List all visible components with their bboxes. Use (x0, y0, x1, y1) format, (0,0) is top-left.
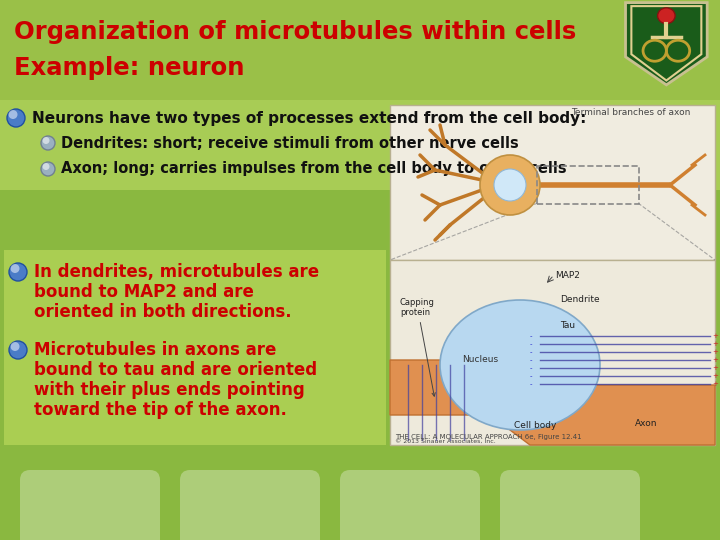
Text: Organization of microtubules within cells: Organization of microtubules within cell… (14, 20, 576, 44)
FancyBboxPatch shape (0, 0, 720, 190)
Polygon shape (626, 3, 707, 85)
FancyBboxPatch shape (4, 250, 386, 445)
Circle shape (7, 109, 25, 127)
Text: Axon; long; carries impulses from the cell body to other cells: Axon; long; carries impulses from the ce… (61, 161, 567, 177)
Text: In dendrites, microtubules are: In dendrites, microtubules are (34, 263, 319, 281)
Text: -: - (529, 349, 532, 355)
Text: +: + (712, 349, 718, 355)
Circle shape (480, 155, 540, 215)
Text: THE CELL: A MOLECULAR APPROACH 6e, Figure 12.41: THE CELL: A MOLECULAR APPROACH 6e, Figur… (395, 434, 582, 440)
Circle shape (11, 342, 19, 351)
FancyBboxPatch shape (0, 0, 720, 100)
Text: toward the tip of the axon.: toward the tip of the axon. (34, 401, 287, 419)
Text: -: - (529, 357, 532, 363)
Text: Neurons have two types of processes extend from the cell body:: Neurons have two types of processes exte… (32, 111, 586, 125)
Text: Capping
protein: Capping protein (400, 298, 436, 396)
Text: Microtubules in axons are: Microtubules in axons are (34, 341, 276, 359)
Text: Cell body: Cell body (514, 421, 556, 429)
Circle shape (9, 263, 27, 281)
Text: Terminal branches of axon: Terminal branches of axon (571, 108, 690, 117)
Text: Axon: Axon (635, 418, 657, 428)
Text: Dendrite: Dendrite (560, 295, 600, 305)
Text: +: + (712, 373, 718, 379)
FancyBboxPatch shape (20, 470, 160, 540)
Text: bound to tau and are oriented: bound to tau and are oriented (34, 361, 317, 379)
Circle shape (494, 169, 526, 201)
Text: © 2013 Sinauer Associates, Inc.: © 2013 Sinauer Associates, Inc. (395, 439, 496, 444)
FancyBboxPatch shape (340, 470, 480, 540)
Text: +: + (712, 381, 718, 387)
Circle shape (11, 264, 19, 273)
FancyBboxPatch shape (180, 470, 320, 540)
Text: +: + (712, 341, 718, 347)
FancyBboxPatch shape (390, 260, 715, 445)
Text: Tau: Tau (560, 321, 575, 329)
Text: -: - (529, 381, 532, 387)
Text: MAP2: MAP2 (555, 271, 580, 280)
Circle shape (41, 162, 55, 176)
Text: Nucleus: Nucleus (462, 355, 498, 364)
Circle shape (41, 136, 55, 150)
Text: bound to MAP2 and are: bound to MAP2 and are (34, 283, 254, 301)
Text: Dendrites: short; receive stimuli from other nerve cells: Dendrites: short; receive stimuli from o… (61, 136, 518, 151)
FancyBboxPatch shape (500, 470, 640, 540)
Circle shape (9, 110, 17, 119)
Text: Example: neuron: Example: neuron (14, 56, 245, 80)
Circle shape (42, 163, 50, 170)
FancyBboxPatch shape (390, 105, 715, 260)
Circle shape (657, 8, 675, 24)
Circle shape (42, 137, 50, 144)
Polygon shape (390, 360, 715, 445)
Ellipse shape (440, 300, 600, 430)
Text: -: - (529, 333, 532, 339)
Text: -: - (529, 373, 532, 379)
Text: +: + (712, 333, 718, 339)
Text: -: - (529, 341, 532, 347)
Text: +: + (712, 365, 718, 371)
Text: with their plus ends pointing: with their plus ends pointing (34, 381, 305, 399)
Text: -: - (529, 365, 532, 371)
Text: oriented in both directions.: oriented in both directions. (34, 303, 292, 321)
Circle shape (9, 341, 27, 359)
Text: +: + (712, 357, 718, 363)
